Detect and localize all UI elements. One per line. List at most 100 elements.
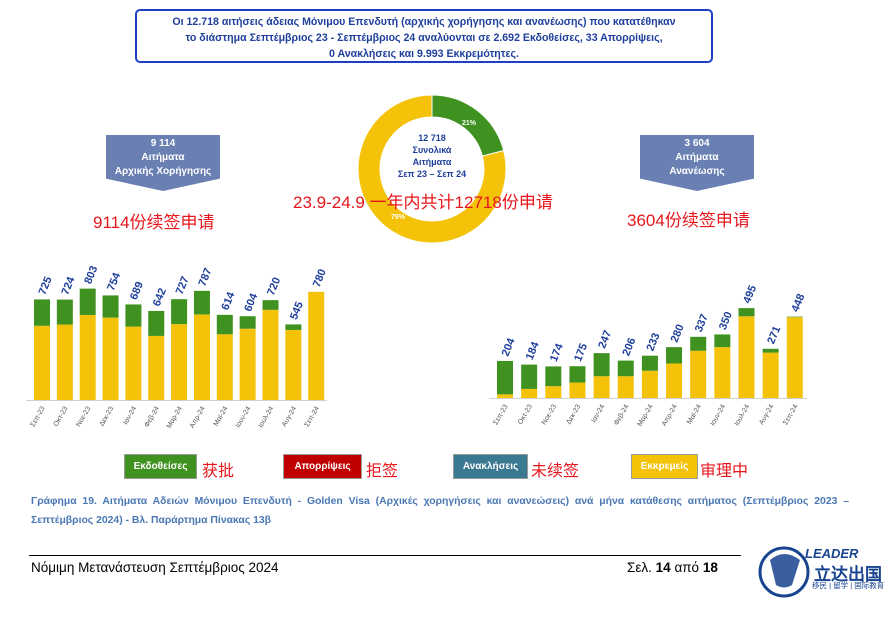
initial-bar-issued-2: [79, 288, 96, 315]
initial-grants-line2: Αρχικής Χορήγησης: [114, 166, 212, 177]
initial-bar-pending-9: [239, 328, 256, 400]
initial-value-label-12: 780: [311, 267, 329, 289]
initial-value-label-7: 787: [197, 266, 215, 288]
initial-bar-pending-6: [171, 324, 188, 400]
renewal-tick-label-3: Δεκ-23: [565, 403, 582, 425]
donut-slice-pending: [357, 94, 507, 244]
donut-center-line-1: Συνολικά: [413, 145, 452, 155]
legend-rejected-cn: 拒签: [366, 463, 399, 480]
renewals-header: 3 604 Αιτήματα Ανανέωσης: [640, 135, 754, 191]
summary-line-1: Οι 12.718 αιτήσεις άδειας Μόνιμου Επενδυ…: [172, 16, 676, 28]
summary-line-3: 0 Ανακλήσεις και 9.993 Εκκρεμότητες.: [329, 48, 519, 60]
initial-grants-line1: Αιτήματα: [141, 152, 185, 163]
initial-bar-issued-8: [216, 314, 233, 335]
initial-tick-label-9: Ιουν-24: [235, 405, 253, 429]
renewal-bar-issued-12: [786, 316, 803, 318]
initial-bar-pending-8: [216, 334, 233, 400]
footer-title: Νόμιμη Μετανάστευση Σεπτέμβριος 2024: [31, 560, 279, 575]
initial-value-label-4: 689: [128, 280, 146, 302]
renewal-bar-issued-3: [569, 366, 586, 383]
renewal-bar-pending-2: [545, 386, 562, 398]
initial-tick-label-5: Φεβ-24: [143, 405, 161, 428]
initial-tick-label-6: Μαρ-24: [166, 405, 184, 429]
initial-value-label-9: 604: [242, 291, 260, 313]
renewal-tick-label-9: Ιουν-24: [709, 403, 727, 427]
initial-tick-label-4: Ιαν-24: [122, 405, 138, 426]
donut-center-line-0: 12 718: [418, 133, 446, 143]
renewal-bar-issued-1: [521, 364, 538, 389]
initial-value-label-6: 727: [174, 275, 192, 297]
initial-bar-issued-10: [262, 300, 279, 310]
initial-bar-issued-11: [285, 324, 302, 330]
center-note: 23.9-24.9 一年内共计12718份申请: [293, 193, 553, 212]
donut-label-issued: 21%: [462, 120, 477, 127]
initial-bar-pending-5: [148, 335, 165, 400]
page-number: Σελ. 14 από 18: [627, 560, 718, 575]
initial-tick-label-1: Οκτ-23: [53, 405, 70, 427]
renewal-value-label-10: 495: [741, 284, 759, 306]
donut-label-pending: 79%: [391, 214, 406, 221]
renewal-bar-pending-12: [786, 317, 803, 398]
renewal-bar-pending-1: [521, 388, 538, 398]
renewal-value-label-1: 184: [524, 339, 542, 361]
initial-value-label-0: 725: [37, 275, 55, 297]
renewal-bar-pending-3: [569, 382, 586, 398]
renewal-tick-label-6: Μαρ-24: [637, 403, 655, 427]
initial-value-label-8: 614: [219, 290, 237, 312]
renewals-line2: Ανανέωσης: [669, 166, 725, 177]
initial-bar-pending-10: [262, 309, 279, 400]
initial-bar-pending-11: [285, 329, 302, 400]
initial-tick-label-8: Μαϊ-24: [213, 405, 230, 427]
legend-rejected: Απορρίψεις: [283, 454, 362, 479]
initial-bar-issued-6: [171, 299, 188, 325]
renewal-tick-label-12: Σεπ-24: [782, 403, 799, 426]
initial-bar-pending-7: [193, 314, 210, 400]
renewal-bar-issued-10: [738, 308, 755, 317]
renewal-tick-label-1: Οκτ-23: [517, 403, 534, 425]
logo-subtitle: 移民 | 留学 | 国际教育: [812, 581, 885, 590]
renewal-bar-issued-8: [690, 336, 707, 351]
legend-pending: Εκκρεμείς: [631, 454, 698, 479]
renewal-value-label-9: 350: [717, 310, 735, 332]
renewal-bar-pending-8: [690, 350, 707, 398]
renewal-value-label-0: 204: [500, 336, 518, 358]
renewals-count: 3 604: [684, 138, 710, 149]
renewal-bar-issued-6: [641, 355, 658, 371]
renewal-tick-label-5: Φεβ-24: [613, 403, 631, 426]
renewal-tick-label-10: Ιουλ-24: [734, 403, 752, 427]
renewal-bar-pending-11: [762, 352, 779, 398]
initial-tick-label-7: Απρ-24: [189, 405, 207, 429]
initial-bar-issued-9: [239, 316, 256, 329]
renewal-tick-label-2: Νοε-23: [541, 403, 558, 426]
figure-caption: Γράφημα 19. Αιτήματα Αδειών Μόνιμου Επεν…: [31, 496, 849, 526]
page-total: 18: [702, 560, 718, 575]
renewal-tick-label-4: Ιαν-24: [590, 403, 606, 424]
renewal-tick-label-0: Σεπ-23: [492, 403, 509, 426]
right-note: 3604份续签申请: [627, 211, 750, 230]
renewal-bar-issued-5: [617, 360, 634, 377]
donut-center-line-3: Σεπ 23 – Σεπ 24: [398, 169, 466, 179]
legend-revoked: Ανακλήσεις: [453, 454, 528, 479]
renewal-bar-pending-7: [666, 363, 683, 398]
logo-text: LEADER: [805, 546, 859, 561]
renewal-tick-label-7: Απρ-24: [661, 403, 679, 427]
initial-bar-pending-4: [125, 326, 142, 400]
renewal-value-label-7: 280: [669, 323, 687, 345]
renewal-value-label-4: 247: [596, 329, 614, 351]
initial-value-label-1: 724: [60, 274, 78, 296]
legend-pending-cn: 审理中: [700, 463, 749, 480]
initial-grants-header: 9 114 Αιτήματα Αρχικής Χορήγησης: [106, 135, 220, 191]
renewal-bar-pending-4: [593, 376, 610, 398]
renewal-bar-issued-2: [545, 366, 562, 387]
initial-tick-label-11: Αυγ-24: [281, 405, 298, 428]
renewal-value-label-12: 448: [789, 292, 807, 314]
logo-cn: 立达出国: [814, 565, 882, 584]
renewal-value-label-5: 206: [620, 336, 638, 358]
initial-value-label-2: 803: [82, 264, 100, 286]
initial-bar-issued-4: [125, 304, 142, 327]
donut-center-line-2: Αιτήματα: [413, 157, 452, 167]
summary-box: Οι 12.718 αιτήσεις άδειας Μόνιμου Επενδυ…: [135, 9, 713, 63]
renewal-value-label-8: 337: [693, 312, 711, 334]
initial-value-label-5: 642: [151, 287, 169, 309]
